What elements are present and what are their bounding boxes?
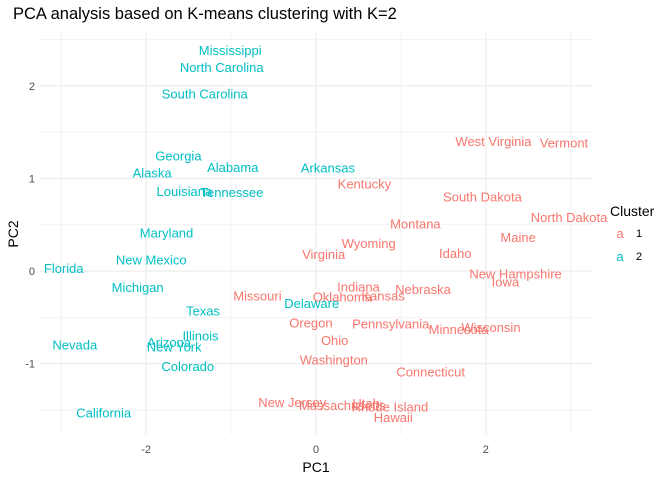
state-label-cluster-1: North Dakota [531, 210, 608, 225]
state-label-cluster-1: Connecticut [396, 365, 465, 380]
state-labels: West Virginia Vermont Kentucky South Dakota… [44, 43, 608, 425]
y-tick-label: -1 [25, 359, 35, 371]
state-label-cluster-2: South Carolina [162, 87, 249, 102]
state-label-cluster-2: North Carolina [180, 60, 265, 75]
state-label-cluster-1: Rhode Island [352, 400, 429, 415]
state-label-cluster-1: Iowa [492, 275, 520, 290]
state-label-cluster-2: Florida [44, 261, 85, 276]
major-gridlines [40, 33, 592, 435]
state-label-cluster-2: Maryland [140, 226, 193, 241]
state-label-cluster-2: Alabama [207, 160, 259, 175]
state-label-cluster-1: Pennsylvania [352, 316, 430, 331]
x-axis-title: PC1 [302, 459, 329, 475]
x-axis-tick-labels: -2 0 2 [141, 444, 489, 456]
state-label-cluster-1: Ohio [321, 333, 348, 348]
legend-key-1: a [616, 226, 624, 241]
state-label-cluster-1: New Jersey [258, 395, 326, 410]
legend-title: Cluster [610, 203, 655, 219]
state-label-cluster-2: Louisiana [157, 184, 213, 199]
state-label-cluster-1: Montana [390, 216, 441, 231]
state-label-cluster-1: Vermont [540, 136, 589, 151]
x-tick-label: -2 [141, 444, 151, 456]
legend-label-2: 2 [636, 251, 642, 263]
state-label-cluster-1: New Hampshire [469, 266, 561, 281]
state-label-cluster-2: Delaware [284, 296, 339, 311]
state-label-cluster-1: Idaho [439, 246, 472, 261]
state-label-cluster-1: Massachusetts [299, 398, 386, 413]
state-label-cluster-1: Wisconsin [461, 320, 520, 335]
state-label-cluster-1: Kansas [361, 289, 405, 304]
y-axis-tick-labels: -1 0 1 2 [25, 81, 35, 371]
chart-title: PCA analysis based on K-means clustering… [13, 5, 397, 23]
state-label-cluster-1: Minnesota [429, 322, 490, 337]
state-label-cluster-2: Tennessee [200, 185, 263, 200]
state-label-cluster-1: Oregon [289, 315, 332, 330]
state-label-cluster-2: Texas [186, 303, 220, 318]
state-label-cluster-2: Mississippi [199, 43, 262, 58]
state-label-cluster-1: Virginia [302, 247, 346, 262]
state-label-cluster-1: Oklahoma [313, 289, 373, 304]
legend: Cluster a 1 a 2 [610, 203, 655, 264]
state-label-cluster-2: Nevada [52, 338, 98, 353]
state-label-cluster-1: Kentucky [338, 176, 392, 191]
state-label-cluster-1: Wyoming [342, 236, 396, 251]
x-tick-label: 0 [313, 444, 319, 456]
y-tick-label: 0 [29, 266, 35, 278]
y-axis-title: PC2 [5, 220, 21, 247]
state-label-cluster-2: Colorado [161, 359, 214, 374]
state-label-cluster-2: Alaska [133, 165, 173, 180]
state-label-cluster-2: New Mexico [116, 252, 187, 267]
state-label-cluster-2: Arkansas [301, 161, 356, 176]
state-label-cluster-2: Illinois [182, 328, 219, 343]
state-label-cluster-1: Washington [300, 352, 368, 367]
state-label-cluster-1: West Virginia [455, 134, 532, 149]
state-label-cluster-2: Michigan [112, 280, 164, 295]
y-tick-label: 2 [29, 81, 35, 93]
state-label-cluster-1: Maine [500, 230, 535, 245]
x-tick-label: 2 [483, 444, 489, 456]
state-label-cluster-2: California [76, 405, 132, 420]
state-label-cluster-2: Georgia [155, 149, 202, 164]
state-label-cluster-1: Missouri [233, 289, 282, 304]
y-tick-label: 1 [29, 173, 35, 185]
state-label-cluster-2: Arizona [147, 335, 192, 350]
state-label-cluster-1: Nebraska [395, 282, 451, 297]
state-label-cluster-1: Indiana [337, 279, 380, 294]
legend-key-2: a [616, 249, 624, 264]
state-label-cluster-1: South Dakota [443, 189, 523, 204]
state-label-cluster-1: Utah [352, 396, 379, 411]
state-label-cluster-2: New York [147, 340, 202, 355]
legend-label-1: 1 [636, 228, 642, 240]
state-label-cluster-1: Hawaii [374, 410, 413, 425]
